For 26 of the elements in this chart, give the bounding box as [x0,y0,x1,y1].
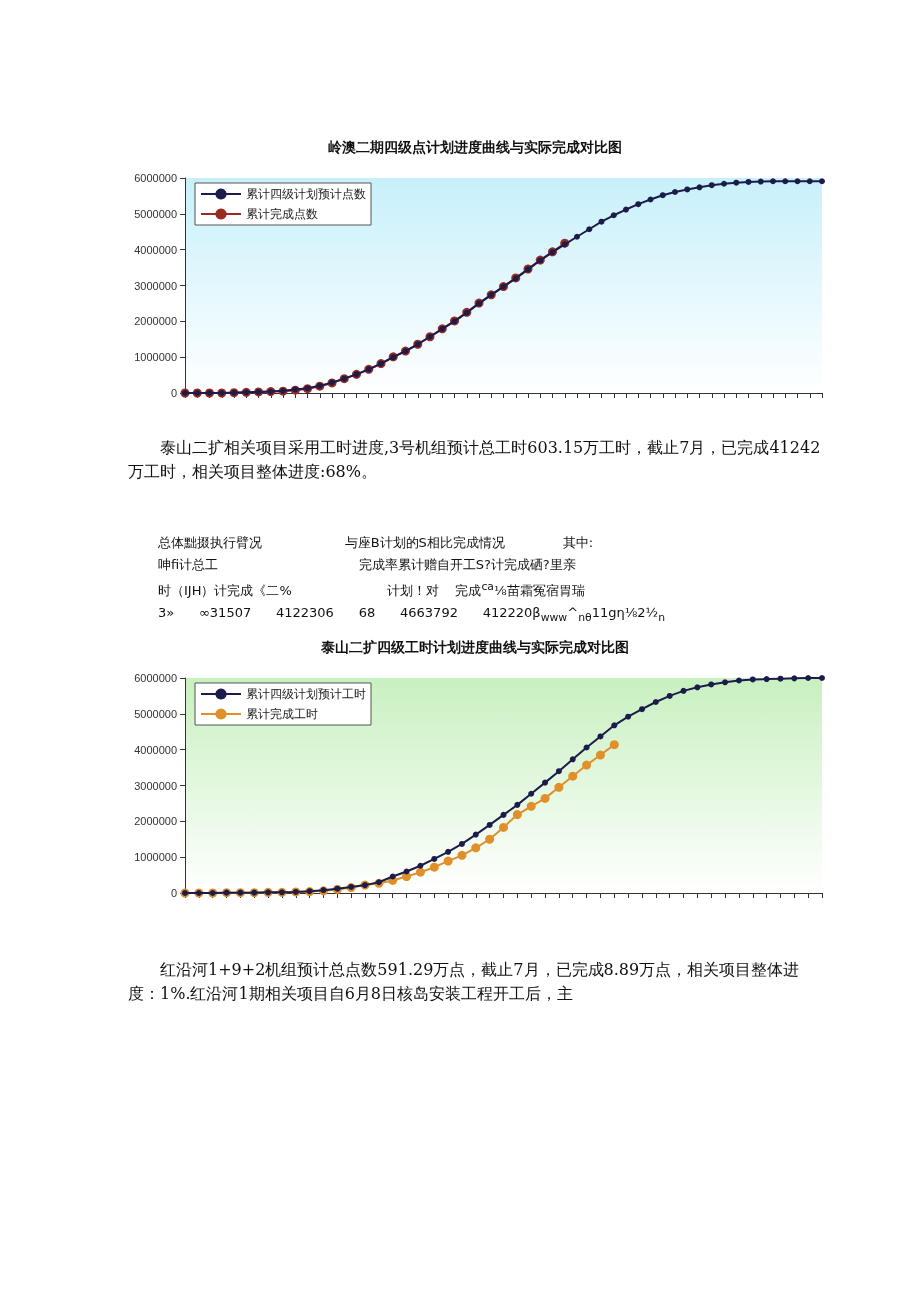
legend-label: 累计四级计划预计工时 [246,687,366,701]
chart-title: 岭澳二期四级点计划进度曲线与实际完成对比图 [328,139,622,155]
y-tick-label: 6000000 [134,672,177,684]
text: 总体黜掇执行臂况 与座B计划的S相比完成情况 其中: [157,534,595,552]
chart-title: 泰山二扩四级工时计划进度曲线与实际完成对比图 [320,639,629,655]
y-tick-label: 6000000 [134,172,177,184]
text: 红沿河1+9+2机组预计总点数591.29万点，截止7月，已完成8.89万点，相关项目整体进度：1%.红沿河1期相关项目自6月8日核岛安装工程开工后，主 [128,959,801,1005]
text: 3» ∞31507 4122306 68 4663792 412220β$_{www}$^$_{nθ}$11gη⅛2½$_{n}$ [157,604,666,626]
legend-label: 累计完成工时 [246,707,318,721]
y-tick-label: 0 [170,887,177,899]
text: 泰山二扩相关项目采用工时进度,3号机组预计总工时603.15万工时，截止7月，已完成41242万工时，相关项目整体进度:68%。 [128,437,822,483]
y-tick-label: 3000000 [134,779,177,792]
legend-label: 累计完成点数 [246,207,318,221]
y-tick-label: 5000000 [134,207,177,220]
y-tick-label: 3000000 [134,279,177,292]
y-tick-label: 4000000 [134,243,177,256]
y-tick-label: 2000000 [134,315,177,328]
legend-label: 累计四级计划预计点数 [246,187,366,201]
y-tick-label: 5000000 [134,707,177,720]
text: 呻fi计总工 完成率累计赠自开工S?计完成硒?里亲 [157,556,577,574]
y-tick-label: 1000000 [134,851,177,864]
y-tick-label: 2000000 [134,815,177,828]
y-tick-label: 0 [170,387,177,399]
y-tick-label: 1000000 [134,351,177,364]
text: 时（IJH）计完成《二% 计划！对 完成$^{ca}$⅛苗霜冤宿胃瑞 [157,579,586,601]
y-tick-label: 4000000 [134,743,177,756]
